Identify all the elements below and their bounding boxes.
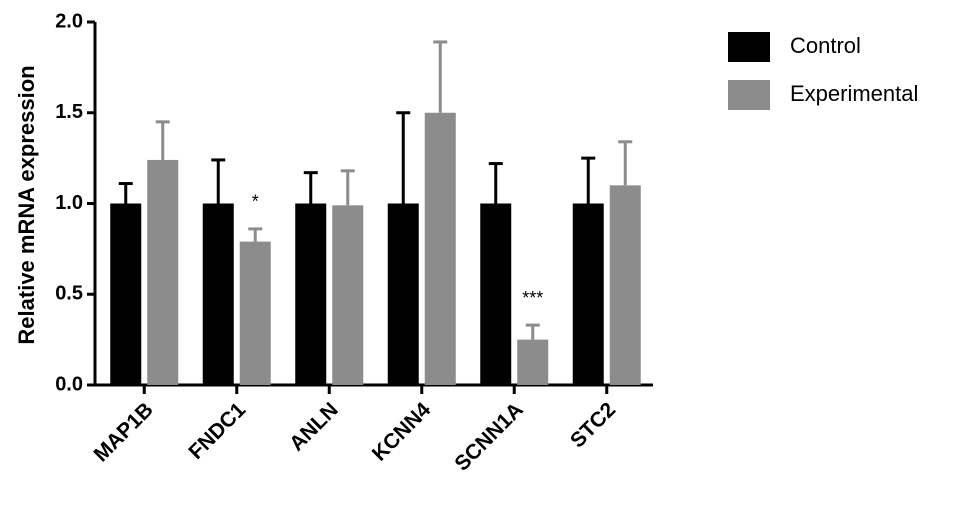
bar bbox=[387, 203, 419, 385]
bar bbox=[517, 339, 549, 385]
x-tick-label: KCNN4 bbox=[368, 398, 436, 466]
y-axis-label: Relative mRNA expression bbox=[14, 65, 39, 344]
y-tick-label: 0.0 bbox=[55, 373, 83, 395]
y-tick-label: 2.0 bbox=[55, 10, 83, 32]
bar bbox=[147, 159, 179, 385]
x-tick-label: SCNN1A bbox=[450, 398, 527, 475]
bar bbox=[295, 203, 327, 385]
bar bbox=[609, 185, 641, 385]
bar bbox=[110, 203, 142, 385]
bar bbox=[424, 112, 456, 385]
x-tick-label: MAP1B bbox=[89, 398, 157, 466]
legend-swatch bbox=[728, 32, 770, 62]
y-tick-label: 0.5 bbox=[55, 283, 83, 305]
x-tick-label: ANLN bbox=[285, 398, 343, 456]
legend-swatch bbox=[728, 80, 770, 110]
bar bbox=[332, 205, 364, 385]
x-tick-label: FNDC1 bbox=[184, 398, 250, 464]
y-tick-label: 1.5 bbox=[55, 101, 83, 123]
bar bbox=[239, 241, 271, 385]
significance-label: * bbox=[252, 192, 259, 212]
legend-label: Control bbox=[790, 33, 861, 58]
bar bbox=[202, 203, 234, 385]
significance-label: *** bbox=[522, 288, 543, 308]
bar bbox=[480, 203, 512, 385]
legend-label: Experimental bbox=[790, 81, 918, 106]
y-tick-label: 1.0 bbox=[55, 192, 83, 214]
x-tick-label: STC2 bbox=[566, 398, 620, 452]
bar bbox=[572, 203, 604, 385]
